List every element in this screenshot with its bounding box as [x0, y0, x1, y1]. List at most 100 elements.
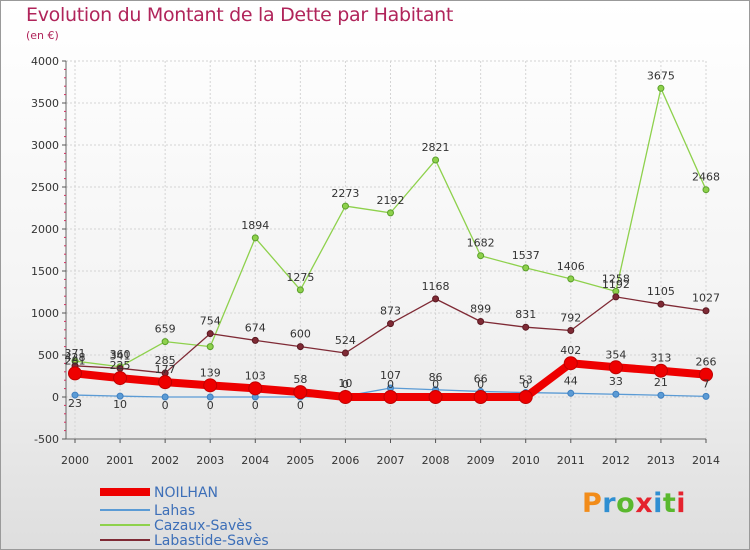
- data-label: 177: [155, 363, 176, 376]
- data-label: 360: [110, 348, 131, 361]
- x-tick-label: 2013: [647, 454, 675, 467]
- data-label: 23: [68, 397, 82, 410]
- chart-subtitle: (en €): [26, 29, 59, 42]
- data-point: [251, 234, 259, 242]
- logo-letter: o: [616, 488, 636, 519]
- data-label: 831: [515, 308, 536, 321]
- y-tick-label: 2000: [31, 223, 59, 236]
- data-point: [567, 275, 575, 283]
- data-point: [657, 300, 665, 308]
- data-point: [657, 391, 665, 399]
- data-point: [608, 360, 623, 375]
- data-label: 10: [113, 398, 127, 411]
- data-point: [387, 209, 394, 217]
- data-point: [563, 356, 578, 371]
- data-point: [68, 366, 82, 381]
- logo-letter: x: [635, 488, 654, 519]
- data-label: 1027: [692, 292, 720, 305]
- data-label: 341: [110, 349, 131, 362]
- data-label: 0: [207, 399, 214, 412]
- data-label: 44: [564, 374, 578, 387]
- data-point: [702, 307, 710, 315]
- data-point: [71, 391, 79, 399]
- y-tick-label: 0: [52, 391, 59, 404]
- x-tick-label: 2004: [241, 454, 269, 467]
- data-label: 2468: [692, 171, 720, 184]
- data-label: 1894: [241, 219, 269, 232]
- data-label: 754: [200, 315, 221, 328]
- data-label: 659: [155, 323, 176, 336]
- x-tick-label: 2008: [422, 454, 450, 467]
- data-label: 225: [110, 359, 131, 372]
- data-point: [341, 349, 349, 357]
- data-point: [206, 330, 214, 338]
- logo-letter: P: [582, 488, 603, 519]
- data-point: [116, 392, 124, 400]
- x-tick-label: 2012: [602, 454, 630, 467]
- data-point: [702, 392, 710, 400]
- data-label: 86: [429, 371, 443, 384]
- data-label: 0: [477, 378, 484, 391]
- data-label: 371: [65, 347, 86, 360]
- data-label: 428: [65, 351, 86, 364]
- y-tick-label: 2500: [31, 181, 59, 194]
- data-point: [248, 381, 263, 396]
- x-tick-label: 2007: [377, 454, 405, 467]
- data-point: [383, 390, 398, 404]
- data-label: 792: [560, 311, 581, 324]
- x-tick-label: 2003: [196, 454, 224, 467]
- x-tick-label: 2002: [151, 454, 179, 467]
- data-label: 33: [609, 375, 623, 388]
- data-point: [612, 293, 620, 301]
- x-tick-label: 2014: [692, 454, 720, 467]
- data-label: 600: [290, 328, 311, 341]
- data-label: 139: [200, 366, 221, 379]
- logo-letter: t: [662, 488, 677, 519]
- data-point: [293, 385, 308, 400]
- data-point: [432, 295, 440, 303]
- data-point: [158, 375, 173, 390]
- data-point: [702, 186, 710, 194]
- data-label: 103: [245, 369, 266, 382]
- x-tick-label: 2009: [467, 454, 495, 467]
- legend-label: Cazaux-Savès: [154, 518, 252, 534]
- data-label: 1168: [422, 280, 450, 293]
- data-label: 674: [245, 321, 266, 334]
- data-label: 107: [380, 369, 401, 382]
- data-label: 66: [474, 372, 488, 385]
- data-point: [296, 286, 304, 294]
- data-point: [612, 390, 620, 398]
- y-tick-label: -500: [34, 433, 59, 446]
- data-label: 0: [342, 378, 349, 391]
- data-label: 281: [65, 354, 86, 367]
- y-tick-label: 4000: [31, 55, 59, 68]
- logo-letter: r: [602, 488, 617, 519]
- legend-label: NOILHAN: [154, 485, 218, 501]
- data-label: 1192: [602, 278, 630, 291]
- proxiti-logo: Proxiti: [582, 488, 686, 519]
- data-label: 402: [560, 344, 581, 357]
- logo-letter: i: [653, 488, 663, 519]
- data-point: [432, 156, 440, 164]
- data-label: 313: [650, 352, 671, 365]
- data-label: 58: [293, 373, 307, 386]
- y-tick-label: 500: [38, 349, 59, 362]
- data-point: [477, 317, 485, 325]
- data-point: [203, 378, 218, 393]
- x-tick-label: 2011: [557, 454, 585, 467]
- legend-label: Lahas: [154, 503, 195, 519]
- data-point: [161, 338, 169, 346]
- y-tick-label: 1000: [31, 307, 59, 320]
- data-point: [567, 326, 575, 334]
- data-label: 899: [470, 302, 491, 315]
- data-point: [341, 202, 349, 210]
- data-label: 3675: [647, 69, 675, 82]
- data-label: 266: [696, 356, 717, 369]
- data-label: 354: [605, 348, 626, 361]
- data-label: 53: [519, 374, 533, 387]
- data-point: [206, 393, 214, 401]
- y-tick-label: 3000: [31, 139, 59, 152]
- data-label: 1406: [557, 260, 585, 273]
